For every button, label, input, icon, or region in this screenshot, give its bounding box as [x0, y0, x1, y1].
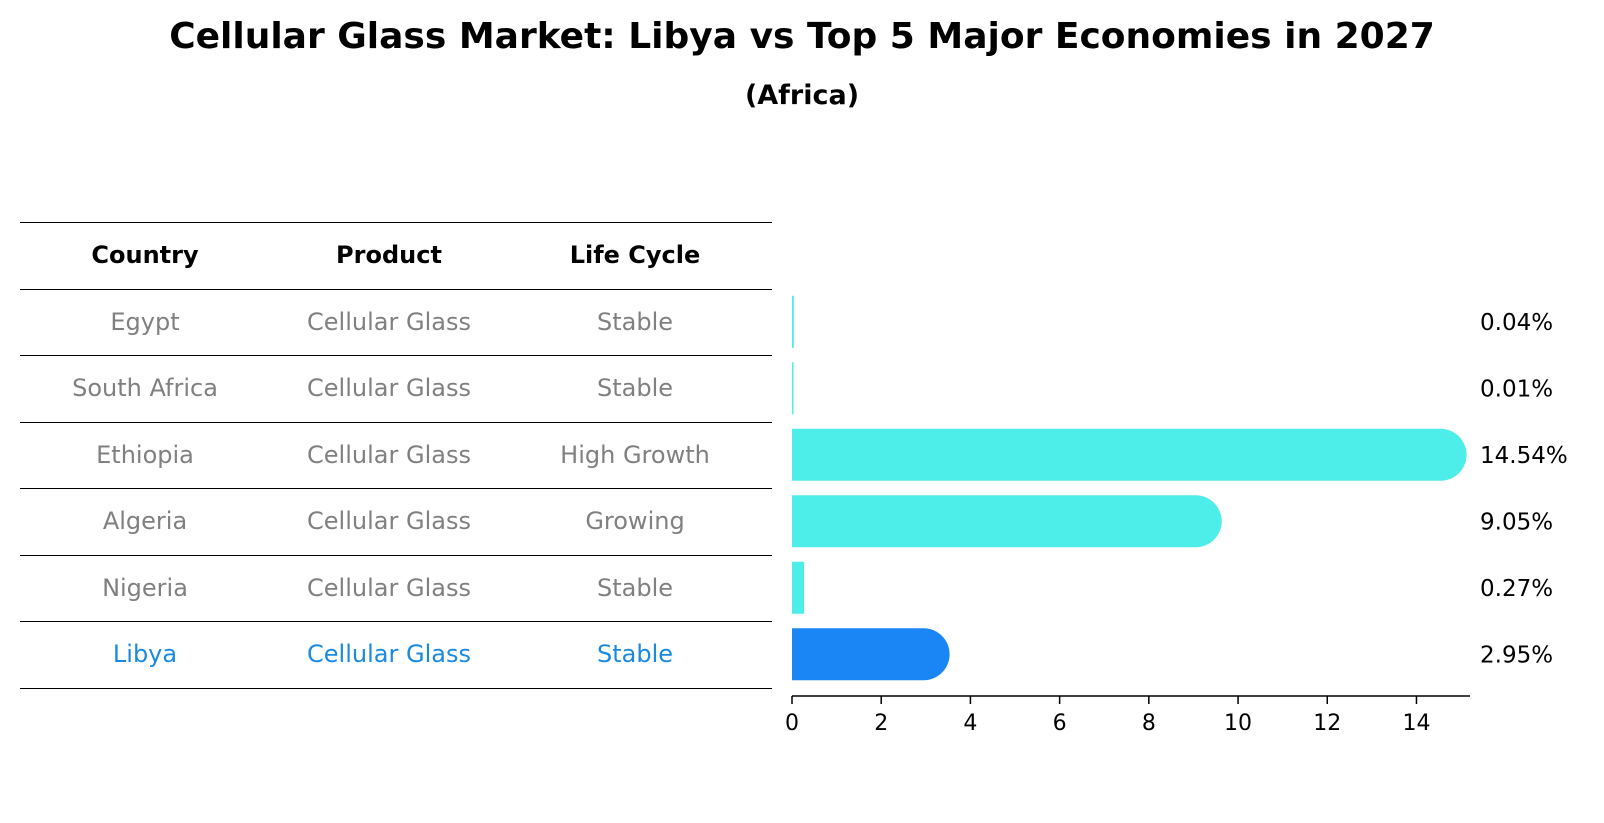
bar-egypt	[792, 295, 794, 348]
table-cell: Cellular Glass	[307, 507, 471, 535]
table-rule	[20, 288, 772, 290]
value-label: 2.95%	[1480, 642, 1553, 668]
bar-south-africa	[792, 362, 794, 415]
bar-algeria	[792, 495, 1222, 548]
table-cell: Libya	[112, 640, 178, 668]
table-cell: Stable	[596, 640, 674, 668]
value-label: 0.04%	[1480, 310, 1553, 336]
value-label: 9.05%	[1480, 509, 1553, 535]
x-tick-label: 0	[785, 711, 799, 736]
table-rule	[20, 554, 772, 556]
chart-subtitle: (Africa)	[744, 80, 860, 111]
table-cell: Nigeria	[102, 573, 188, 602]
value-label: 14.54%	[1480, 443, 1568, 469]
table-cell: Cellular Glass	[307, 573, 471, 602]
table-cell: South Africa	[72, 374, 218, 402]
table-rule	[20, 222, 772, 223]
table-cell: Algeria	[102, 507, 188, 535]
bar-nigeria	[792, 561, 805, 614]
x-tick-label: 4	[963, 711, 977, 736]
table-cell: Cellular Glass	[307, 440, 471, 469]
table-cell: Stable	[596, 374, 674, 402]
table-cell: Stable	[596, 573, 674, 602]
value-label: 0.01%	[1480, 376, 1553, 402]
table-cell: Ethiopia	[96, 440, 194, 469]
bar-ethiopia	[792, 428, 1467, 481]
table-cell: Stable	[596, 307, 674, 336]
table-cell: High Growth	[560, 440, 710, 469]
table-cell: Cellular Glass	[307, 374, 471, 402]
table-cell: Egypt	[110, 307, 180, 336]
x-tick-label: 8	[1142, 711, 1156, 736]
table-rule	[20, 687, 772, 689]
table-rule	[20, 621, 772, 622]
table-rule	[20, 488, 772, 489]
x-tick-label: 2	[874, 711, 888, 736]
table-header-cell: Life Cycle	[569, 241, 701, 269]
x-tick-label: 12	[1313, 711, 1341, 736]
table-cell: Growing	[585, 507, 685, 535]
x-tick-label: 14	[1402, 711, 1430, 736]
chart-title: Cellular Glass Market: Libya vs Top 5 Ma…	[169, 16, 1435, 57]
x-tick-label: 6	[1053, 711, 1067, 736]
bar-libya	[792, 628, 950, 681]
table-header-cell: Product	[336, 241, 442, 269]
table-cell: Cellular Glass	[307, 307, 471, 336]
x-tick-label: 10	[1224, 711, 1252, 736]
table-header-cell: Country	[91, 241, 199, 269]
table-rule	[20, 421, 772, 423]
table-rule	[20, 355, 772, 356]
table-cell: Cellular Glass	[307, 640, 471, 668]
value-label: 0.27%	[1480, 576, 1553, 602]
